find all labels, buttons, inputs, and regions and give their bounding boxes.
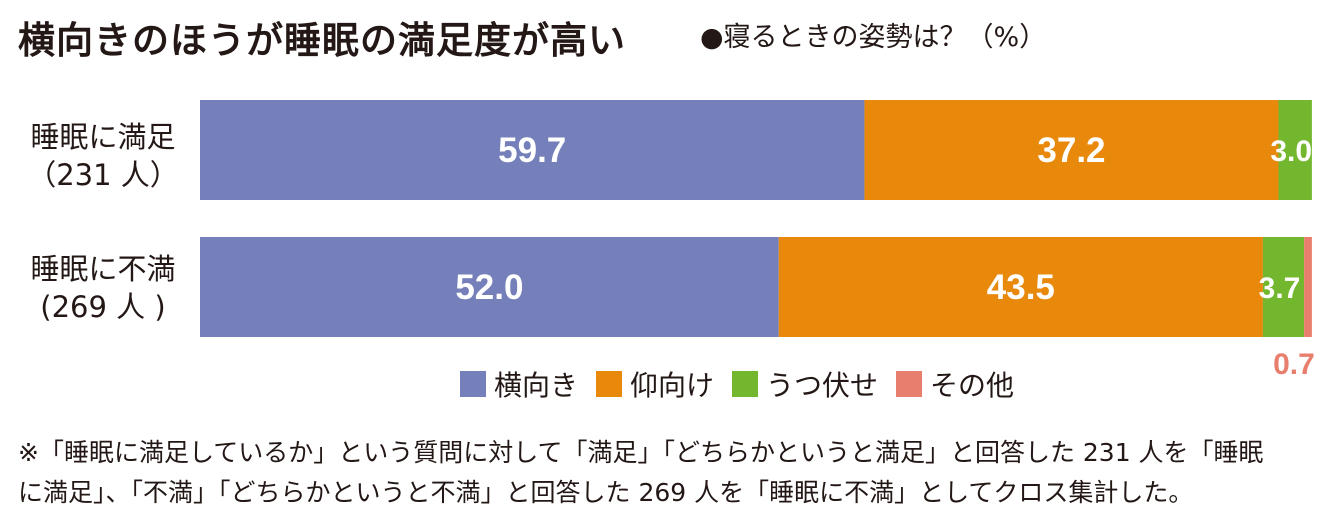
- legend-item-back: 仰向け: [596, 364, 714, 404]
- legend-item-side: 横向き: [460, 364, 578, 404]
- category-label-line1: 睡眠に不満: [30, 252, 176, 286]
- bar-segment-1-2: [1262, 237, 1305, 337]
- category-label-line2: (269 人 ): [40, 290, 166, 324]
- legend-swatch: [596, 371, 623, 397]
- legend-label: 仰向け: [630, 369, 715, 402]
- legend: 横向き 仰向け うつ伏せ その他: [460, 364, 1032, 404]
- category-label-satisfied: 睡眠に満足 （231 人）: [18, 118, 188, 194]
- chart-title: 横向きのほうが睡眠の満足度が高い: [18, 19, 626, 62]
- legend-swatch: [732, 371, 759, 397]
- legend-label: 横向き: [494, 369, 579, 402]
- bar-segment-0-0: [200, 100, 865, 200]
- category-label-dissatisfied: 睡眠に不満 (269 人 ): [18, 250, 188, 326]
- footnote: ※「睡眠に満足しているか」という質問に対して「満足」「どちらかというと満足」と回…: [18, 433, 1328, 513]
- legend-label: その他: [930, 369, 1015, 402]
- data-label-1-3: 0.7: [1273, 348, 1315, 381]
- legend-swatch: [460, 371, 486, 397]
- legend-item-prone: うつ伏せ: [732, 364, 878, 404]
- data-label-0-2: 3.0: [1270, 135, 1312, 168]
- legend-item-other: その他: [896, 364, 1014, 404]
- bar-segment-0-2: [1278, 100, 1312, 200]
- category-label-line2: （231 人）: [27, 158, 179, 192]
- bar-segment-1-1: [778, 237, 1263, 337]
- footnote-line2: に満足」、「不満」「どちらかというと不満」と回答した 269 人を「睡眠に不満」…: [18, 478, 1194, 507]
- footnote-line1: ※「睡眠に満足しているか」という質問に対して「満足」「どちらかというと満足」と回…: [18, 438, 1264, 467]
- data-label-0-0: 59.7: [498, 131, 566, 170]
- bar-segment-1-0: [200, 237, 779, 337]
- data-label-1-2: 3.7: [1259, 272, 1301, 305]
- data-label-1-0: 52.0: [455, 268, 523, 307]
- legend-label: うつ伏せ: [766, 369, 879, 402]
- bar-segment-0-1: [864, 100, 1279, 200]
- category-label-line1: 睡眠に満足: [30, 120, 176, 154]
- data-label-0-1: 37.2: [1037, 131, 1105, 170]
- legend-swatch: [896, 371, 923, 397]
- data-label-1-1: 43.5: [987, 268, 1055, 307]
- chart-subtitle: ●寝るときの姿勢は？（%）: [700, 22, 1047, 53]
- bar-segment-1-3: [1304, 237, 1312, 337]
